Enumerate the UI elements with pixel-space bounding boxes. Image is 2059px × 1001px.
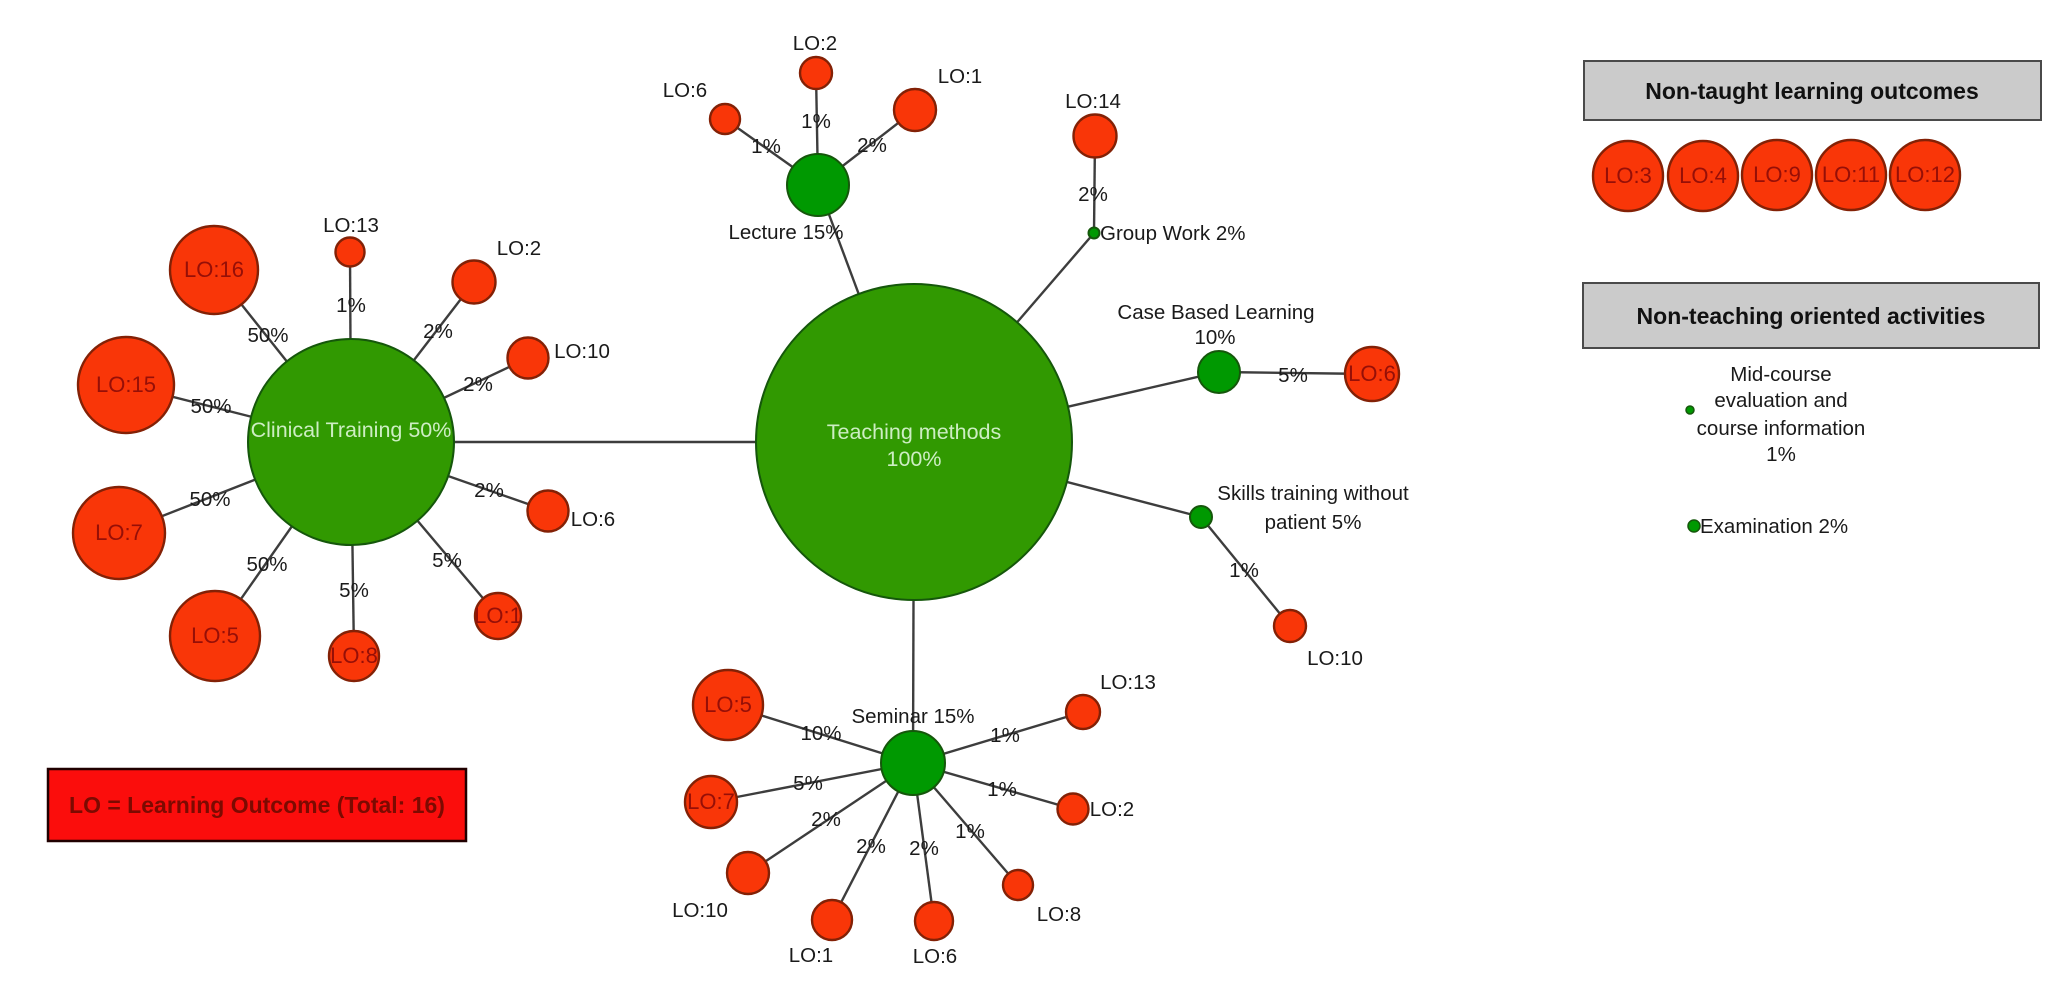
svg-text:2%: 2% <box>856 835 886 858</box>
svg-text:2%: 2% <box>811 808 841 831</box>
svg-text:2%: 2% <box>463 373 493 396</box>
svg-text:LO:13: LO:13 <box>323 214 379 237</box>
svg-text:Seminar 15%: Seminar 15% <box>851 705 974 728</box>
svg-text:course information: course information <box>1697 417 1866 440</box>
svg-text:10%: 10% <box>800 722 841 745</box>
svg-text:LO:10: LO:10 <box>554 340 610 363</box>
svg-text:Non-teaching oriented activiti: Non-teaching oriented activities <box>1637 303 1986 329</box>
svg-text:2%: 2% <box>909 837 939 860</box>
svg-text:Teaching methods: Teaching methods <box>827 420 1002 444</box>
svg-text:1%: 1% <box>1766 443 1796 466</box>
svg-text:5%: 5% <box>432 549 462 572</box>
svg-text:50%: 50% <box>246 553 287 576</box>
svg-text:1%: 1% <box>801 110 831 133</box>
svg-text:LO:5: LO:5 <box>191 623 239 648</box>
svg-text:LO:10: LO:10 <box>672 899 728 922</box>
svg-text:10%: 10% <box>1194 326 1235 349</box>
svg-text:2%: 2% <box>857 134 887 157</box>
svg-text:LO:6: LO:6 <box>913 945 957 968</box>
svg-text:LO:3: LO:3 <box>1604 163 1652 188</box>
svg-text:50%: 50% <box>247 324 288 347</box>
svg-text:5%: 5% <box>339 579 369 602</box>
svg-text:1%: 1% <box>955 820 985 843</box>
svg-text:2%: 2% <box>1078 183 1108 206</box>
svg-text:Mid-course: Mid-course <box>1730 363 1831 386</box>
svg-text:Group Work 2%: Group Work 2% <box>1100 222 1245 245</box>
svg-text:LO:16: LO:16 <box>184 257 244 282</box>
svg-text:evaluation and: evaluation and <box>1714 389 1847 412</box>
svg-text:1%: 1% <box>336 294 366 317</box>
svg-text:LO:15: LO:15 <box>96 372 156 397</box>
svg-text:LO:6: LO:6 <box>663 79 707 102</box>
svg-text:LO:7: LO:7 <box>687 789 735 814</box>
svg-text:1%: 1% <box>987 778 1017 801</box>
svg-text:50%: 50% <box>189 488 230 511</box>
svg-text:LO:9: LO:9 <box>1753 162 1801 187</box>
svg-text:LO:2: LO:2 <box>1090 798 1134 821</box>
svg-text:5%: 5% <box>1278 364 1308 387</box>
svg-text:Non-taught learning outcomes: Non-taught learning outcomes <box>1645 78 1979 104</box>
svg-text:Lecture 15%: Lecture 15% <box>728 221 843 244</box>
svg-text:Case Based Learning: Case Based Learning <box>1117 301 1314 324</box>
svg-text:LO:4: LO:4 <box>1679 163 1727 188</box>
svg-text:LO:11: LO:11 <box>1822 162 1880 187</box>
svg-text:LO:2: LO:2 <box>497 237 541 260</box>
svg-text:Clinical Training 50%: Clinical Training 50% <box>251 418 452 442</box>
svg-text:LO:14: LO:14 <box>1065 90 1121 113</box>
svg-text:LO = Learning Outcome (Total:: LO = Learning Outcome (Total: 16) <box>69 792 445 818</box>
svg-text:Skills training without: Skills training without <box>1217 482 1409 505</box>
svg-text:1%: 1% <box>990 724 1020 747</box>
svg-text:LO:8: LO:8 <box>330 643 378 668</box>
svg-text:LO:7: LO:7 <box>95 520 143 545</box>
svg-text:LO:1: LO:1 <box>938 65 982 88</box>
svg-text:2%: 2% <box>474 479 504 502</box>
svg-text:Examination 2%: Examination 2% <box>1700 515 1848 538</box>
svg-text:LO:8: LO:8 <box>1037 903 1081 926</box>
svg-text:1%: 1% <box>751 135 781 158</box>
svg-text:5%: 5% <box>793 772 823 795</box>
svg-text:LO:1: LO:1 <box>789 944 833 967</box>
svg-text:LO:13: LO:13 <box>1100 671 1156 694</box>
svg-text:100%: 100% <box>887 447 942 471</box>
svg-text:LO:2: LO:2 <box>793 32 837 55</box>
svg-text:LO:6: LO:6 <box>571 508 615 531</box>
svg-text:LO:6: LO:6 <box>1348 361 1396 386</box>
svg-text:LO:1: LO:1 <box>474 603 522 628</box>
svg-text:2%: 2% <box>423 320 453 343</box>
svg-text:LO:12: LO:12 <box>1895 162 1955 187</box>
svg-text:LO:10: LO:10 <box>1307 647 1363 670</box>
svg-text:patient 5%: patient 5% <box>1265 511 1362 534</box>
svg-text:50%: 50% <box>190 395 231 418</box>
svg-text:1%: 1% <box>1229 559 1259 582</box>
svg-text:LO:5: LO:5 <box>704 692 752 717</box>
